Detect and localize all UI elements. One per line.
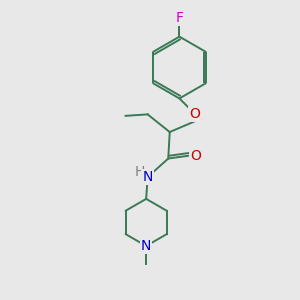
Text: H: H <box>134 165 145 179</box>
Text: N: N <box>141 239 152 253</box>
Text: N: N <box>142 170 153 184</box>
Text: O: O <box>189 107 200 121</box>
Text: O: O <box>190 148 201 163</box>
Text: F: F <box>176 11 183 26</box>
